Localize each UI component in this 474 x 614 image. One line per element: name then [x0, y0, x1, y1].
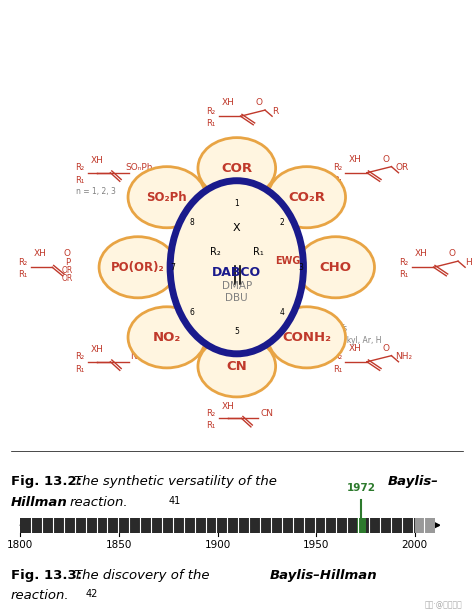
Text: O: O	[449, 249, 456, 258]
Text: 4: 4	[280, 308, 284, 317]
Text: R₁: R₁	[18, 270, 27, 279]
Text: NO₂: NO₂	[130, 352, 147, 362]
Text: OR: OR	[395, 163, 409, 173]
Ellipse shape	[268, 307, 346, 368]
Text: R₁: R₁	[75, 365, 84, 374]
Text: 41: 41	[169, 496, 181, 506]
Text: 3: 3	[298, 263, 303, 272]
Ellipse shape	[268, 166, 346, 228]
Text: Fig. 13.3:: Fig. 13.3:	[11, 569, 82, 581]
Text: 1850: 1850	[106, 540, 132, 550]
Text: CO₂R: CO₂R	[288, 191, 325, 204]
Ellipse shape	[99, 237, 177, 298]
Bar	[365, 518, 415, 532]
Text: COR: COR	[221, 161, 252, 174]
Text: NH₂: NH₂	[395, 352, 412, 362]
Text: 1: 1	[235, 199, 239, 208]
Text: Hillman: Hillman	[11, 496, 68, 509]
Text: O: O	[256, 98, 263, 107]
Text: R₂: R₂	[18, 258, 27, 267]
Text: OR: OR	[62, 274, 73, 283]
Text: R₁: R₁	[206, 421, 216, 430]
Text: R₂: R₂	[333, 352, 342, 362]
Text: 1800: 1800	[7, 540, 33, 550]
Text: OR: OR	[62, 266, 73, 275]
Text: R₂: R₂	[400, 258, 409, 267]
Text: Fig. 13.2:: Fig. 13.2:	[11, 475, 82, 488]
Text: DMAP: DMAP	[222, 281, 252, 290]
Text: 2000: 2000	[402, 540, 428, 550]
Text: The synthetic versatility of the: The synthetic versatility of the	[74, 475, 277, 488]
Ellipse shape	[128, 307, 206, 368]
Text: XH: XH	[34, 249, 46, 258]
Text: DABCO: DABCO	[212, 266, 261, 279]
Text: R₂: R₂	[75, 163, 84, 173]
Text: R₁: R₁	[333, 365, 342, 374]
Ellipse shape	[128, 166, 206, 228]
Text: SO₂Ph: SO₂Ph	[146, 191, 187, 204]
Text: R₂: R₂	[210, 247, 221, 257]
Text: R: R	[272, 107, 279, 116]
Text: The discovery of the: The discovery of the	[74, 569, 210, 581]
Text: X: X	[233, 222, 241, 233]
Text: CN: CN	[227, 360, 247, 373]
Text: 1900: 1900	[204, 540, 231, 550]
Text: CONH₂: CONH₂	[282, 331, 331, 344]
Text: O: O	[383, 344, 389, 353]
Text: CHO: CHO	[319, 261, 352, 274]
Text: R₁, R₂ = alkyl, Ar, H: R₁, R₂ = alkyl, Ar, H	[308, 336, 382, 346]
Text: R₁: R₁	[75, 176, 84, 185]
Text: CN: CN	[261, 409, 274, 418]
Text: R₁: R₁	[253, 247, 264, 257]
Text: R₂: R₂	[206, 107, 216, 116]
Text: XH: XH	[348, 155, 361, 164]
Text: O: O	[64, 249, 71, 258]
Text: 7: 7	[171, 263, 175, 272]
Text: SOₙPh: SOₙPh	[125, 163, 152, 173]
Text: XH: XH	[222, 98, 235, 107]
Ellipse shape	[198, 138, 275, 199]
Text: EWG: EWG	[275, 256, 301, 266]
Text: 42: 42	[85, 589, 98, 599]
Text: XH: XH	[91, 156, 104, 165]
Text: 1972: 1972	[347, 483, 376, 494]
Text: O: O	[383, 155, 389, 164]
Text: 6: 6	[189, 308, 194, 317]
Ellipse shape	[297, 237, 374, 298]
Text: R₂: R₂	[206, 409, 216, 418]
Text: R₂: R₂	[333, 163, 342, 173]
Text: 5: 5	[234, 327, 239, 336]
Text: R₁: R₁	[206, 119, 216, 128]
Text: NO₂: NO₂	[153, 331, 181, 344]
Text: 1950: 1950	[303, 540, 329, 550]
Text: PO(OR)₂: PO(OR)₂	[111, 261, 165, 274]
Text: XH: XH	[348, 344, 361, 353]
Text: XH: XH	[415, 249, 428, 258]
Text: reaction.: reaction.	[70, 496, 128, 509]
Bar	[415, 518, 435, 532]
Text: Baylis–: Baylis–	[387, 475, 438, 488]
Text: 2: 2	[280, 217, 284, 227]
Text: P: P	[65, 258, 70, 267]
Text: Baylis–Hillman: Baylis–Hillman	[270, 569, 377, 581]
Text: DBU: DBU	[226, 293, 248, 303]
Text: R₁: R₁	[399, 270, 409, 279]
Text: n = 1, 2, 3: n = 1, 2, 3	[76, 187, 116, 196]
Text: XH: XH	[222, 402, 235, 411]
Text: H: H	[465, 258, 472, 267]
Text: 8: 8	[189, 217, 194, 227]
Ellipse shape	[198, 336, 275, 397]
Circle shape	[170, 181, 303, 354]
Text: XH: XH	[91, 345, 104, 354]
Text: R₁: R₁	[333, 176, 342, 185]
Text: X = O, NTs: X = O, NTs	[308, 324, 347, 333]
Text: 知乎·@砌块化学: 知乎·@砌块化学	[425, 600, 463, 610]
Text: reaction.: reaction.	[11, 589, 69, 602]
Bar	[20, 518, 357, 532]
Text: R₂: R₂	[75, 352, 84, 362]
Bar	[357, 518, 365, 532]
